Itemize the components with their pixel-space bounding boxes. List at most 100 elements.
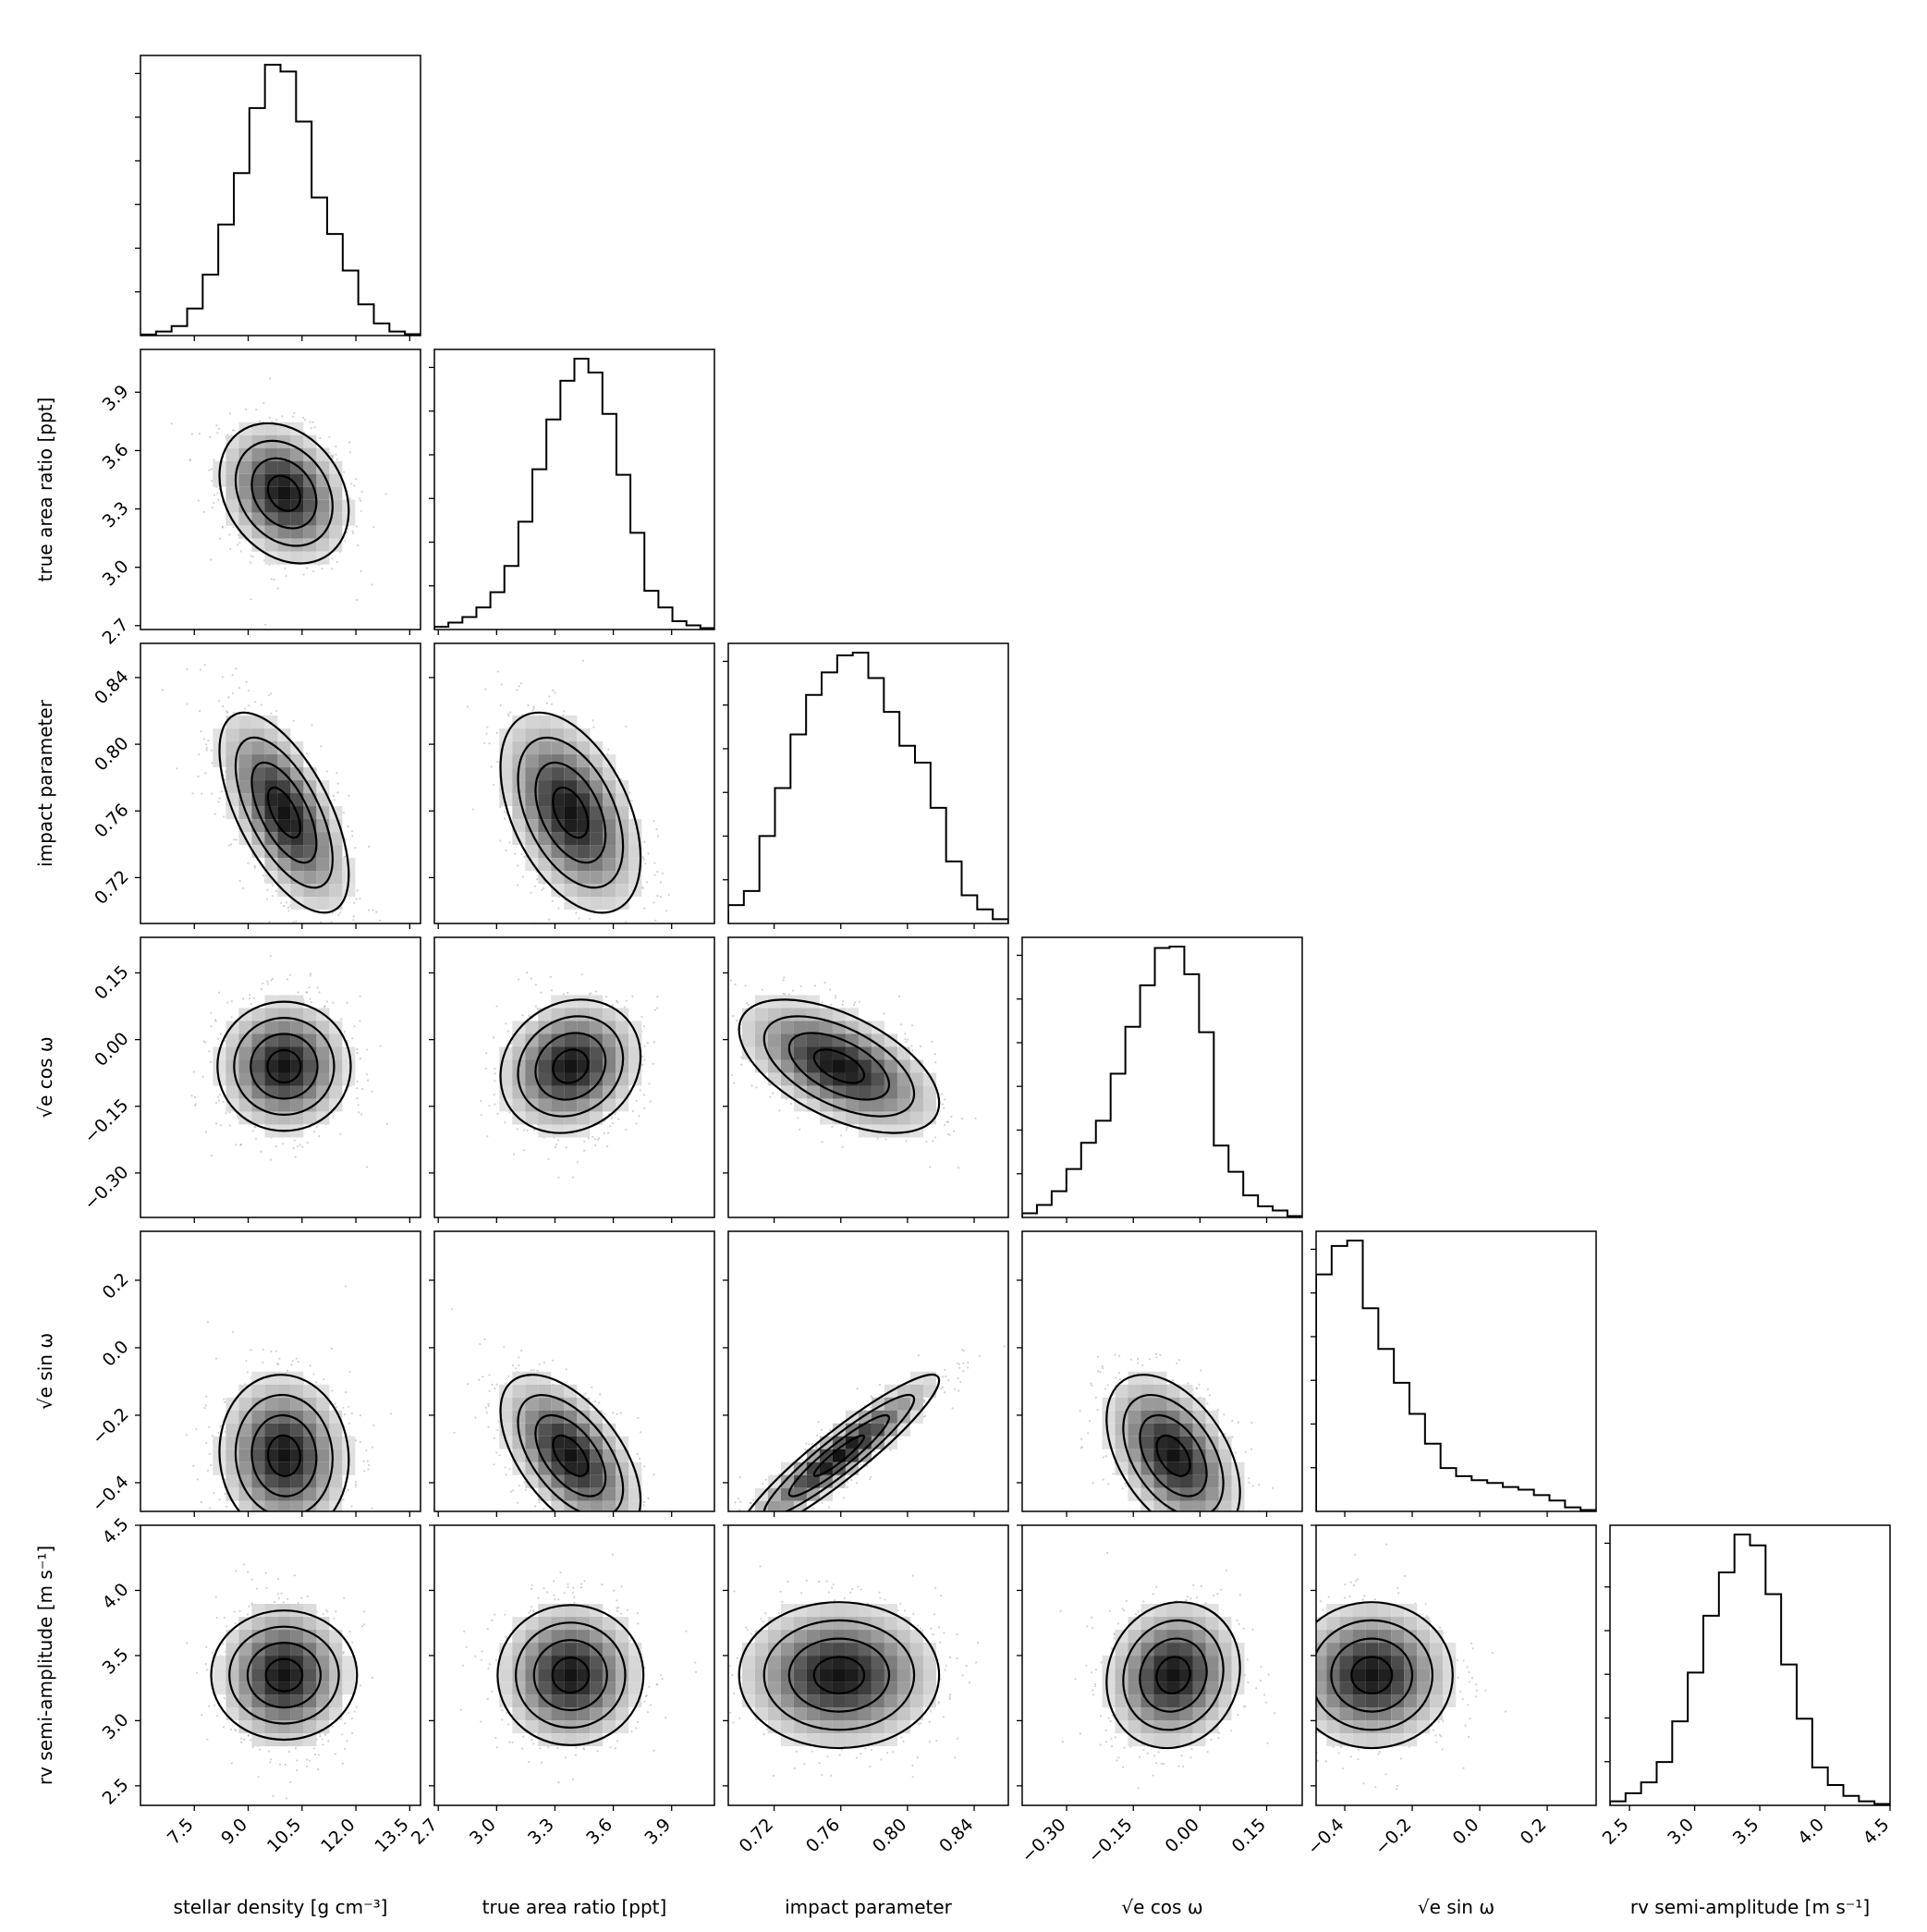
sample-point (372, 583, 373, 585)
sample-point (218, 801, 220, 802)
sample-point (232, 692, 234, 694)
sample-point (233, 712, 235, 714)
sample-point (254, 865, 256, 867)
sample-point (232, 674, 234, 676)
sample-point (638, 1115, 640, 1117)
sample-point (337, 948, 339, 949)
density-cell (342, 1059, 355, 1072)
sample-point (351, 830, 353, 832)
sample-point (357, 1052, 359, 1054)
sample-point (490, 765, 492, 767)
sample-point (220, 1124, 222, 1126)
sample-point (500, 608, 502, 610)
sample-point (485, 733, 487, 735)
sample-point (366, 1048, 368, 1050)
sample-point (555, 1146, 556, 1148)
sample-point (557, 1139, 559, 1141)
sample-point (250, 598, 251, 600)
sample-point (653, 941, 655, 943)
sample-point (298, 991, 299, 993)
sample-point (344, 540, 346, 542)
sample-point (268, 921, 270, 923)
sample-point (221, 790, 223, 792)
density-cell (577, 871, 590, 884)
sample-point (244, 708, 246, 710)
density-cell (277, 461, 290, 474)
sample-point (592, 961, 593, 963)
sample-point (356, 1097, 358, 1099)
density-cell (316, 832, 329, 845)
density-cell (590, 871, 603, 884)
sample-point (351, 530, 353, 532)
sample-point (227, 696, 229, 698)
sample-point (656, 895, 658, 897)
sample-point (607, 749, 609, 751)
sample-point (262, 983, 263, 984)
sample-point (353, 484, 355, 486)
sample-point (357, 1081, 359, 1082)
sample-point (356, 599, 358, 601)
sample-point (189, 459, 190, 461)
density-cell (264, 487, 277, 500)
sample-point (643, 1025, 645, 1027)
sample-point (226, 710, 227, 712)
sample-point (335, 446, 336, 447)
density-cell (277, 1098, 290, 1111)
sample-point (355, 478, 357, 480)
sample-point (359, 1020, 360, 1021)
density-cell (238, 474, 251, 487)
sample-point (481, 1114, 482, 1116)
sample-point (313, 1131, 315, 1132)
sample-point (366, 1166, 368, 1168)
density-cell (525, 715, 538, 728)
density-cell (564, 845, 577, 858)
panel-frame (140, 55, 421, 336)
sample-point (206, 749, 208, 751)
sample-point (483, 742, 485, 744)
sample-point (218, 1099, 220, 1101)
panel-frame (434, 349, 714, 630)
sample-point (229, 1124, 231, 1126)
sample-point (208, 1050, 210, 1052)
density-cell (316, 500, 329, 513)
sample-point (348, 928, 349, 930)
sample-point (360, 500, 361, 502)
density-cell (525, 806, 538, 819)
sample-point (550, 976, 552, 978)
sample-point (555, 691, 556, 693)
sample-point (521, 1014, 523, 1016)
sample-point (335, 772, 337, 774)
sample-point (217, 1096, 219, 1098)
density-cell (538, 715, 551, 728)
sample-point (206, 747, 208, 749)
sample-point (358, 1111, 360, 1113)
sample-point (533, 707, 535, 709)
sample-point (493, 784, 494, 786)
sample-point (232, 429, 234, 431)
sample-point (496, 732, 498, 734)
sample-point (563, 940, 565, 942)
density-cell (564, 728, 577, 741)
sample-point (643, 908, 645, 910)
sample-point (625, 726, 627, 728)
sample-point (205, 1131, 207, 1133)
sample-point (339, 1133, 341, 1135)
panel-ror-ror (429, 349, 714, 635)
sample-point (372, 526, 374, 528)
sample-point (373, 939, 375, 941)
sample-point (529, 1015, 531, 1017)
sample-point (656, 1007, 658, 1009)
sample-point (238, 687, 240, 689)
sample-point (557, 907, 559, 909)
sample-point (517, 864, 518, 866)
density-cell (226, 1085, 238, 1098)
sample-point (631, 996, 633, 997)
density-cell (590, 819, 603, 832)
sample-point (231, 1000, 233, 1002)
sample-point (194, 1096, 196, 1098)
sample-point (302, 417, 304, 419)
sample-point (332, 1002, 334, 1004)
sample-point (283, 905, 285, 907)
sample-point (286, 575, 287, 577)
